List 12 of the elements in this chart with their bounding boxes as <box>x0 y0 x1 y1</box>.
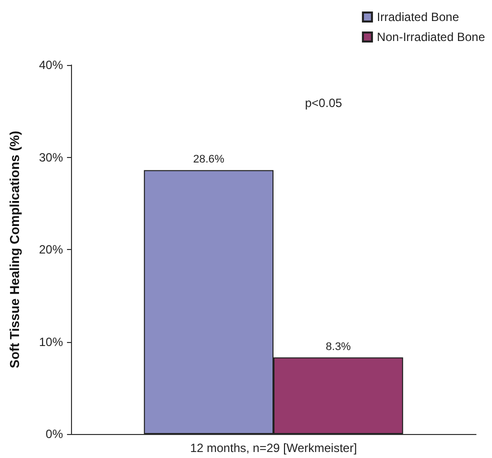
y-axis-title: Soft Tissue Healing Complications (%) <box>7 130 22 368</box>
y-tick-label: 30% <box>38 150 64 164</box>
legend-label: Irradiated Bone <box>376 10 460 24</box>
legend-label: Non-Irradiated Bone <box>376 30 486 44</box>
y-tick-label: 20% <box>38 242 64 256</box>
y-tick-label: 10% <box>38 334 64 349</box>
annotation: p<0.05 <box>305 96 342 110</box>
x-tick-label: 12 months, n=29 [Werkmeister] <box>190 441 357 455</box>
data-label: 8.3% <box>326 340 352 353</box>
y-tick-label: 0% <box>46 427 64 441</box>
y-tick-label: 40% <box>38 58 64 72</box>
data-label: 28.6% <box>193 154 225 166</box>
